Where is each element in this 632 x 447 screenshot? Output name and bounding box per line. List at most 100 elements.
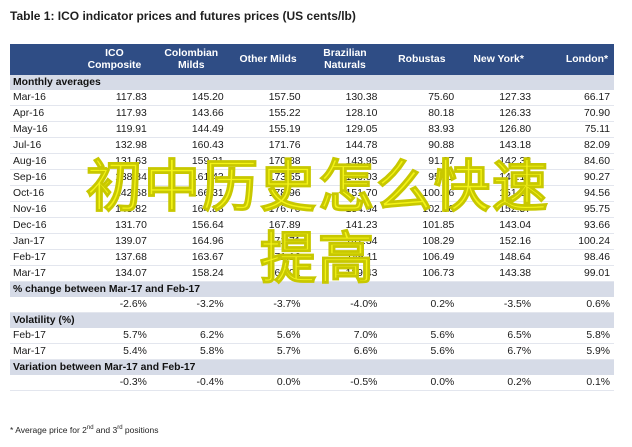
table-cell: 138.34 xyxy=(76,169,153,186)
table-cell: 131.63 xyxy=(76,153,153,170)
column-header: Brazilian Naturals xyxy=(306,44,384,75)
table-cell: -3.5% xyxy=(460,297,538,313)
table-cell: 6.2% xyxy=(152,328,230,344)
table-cell: 145.11 xyxy=(306,249,384,266)
column-header: London* xyxy=(537,44,614,75)
row-label: Mar-17 xyxy=(10,265,76,282)
row-label xyxy=(10,375,76,391)
section-heading: Volatility (%) xyxy=(10,312,614,328)
table-cell: 70.90 xyxy=(537,105,614,122)
row-label: Mar-17 xyxy=(10,343,76,360)
footnote-suffix: positions xyxy=(122,425,159,435)
table-cell: 66.17 xyxy=(537,90,614,106)
table-row: Jan-17 139.07 164.96 171.71 147.34 108.29 152.… xyxy=(10,233,614,250)
table-cell: -4.0% xyxy=(306,297,384,313)
table-cell: 5.9% xyxy=(537,343,614,360)
table-cell: 145.82 xyxy=(76,201,153,218)
table-cell: 146.03 xyxy=(306,169,384,186)
table-cell: 166.31 xyxy=(152,185,230,202)
table-cell: 5.8% xyxy=(537,328,614,344)
table-cell: 167.89 xyxy=(229,217,307,234)
table-cell: 91.37 xyxy=(383,153,461,170)
table-cell: 5.6% xyxy=(229,328,307,344)
table-cell: 0.0% xyxy=(383,375,461,391)
table-cell: 117.83 xyxy=(76,90,153,106)
table-cell: 151.07 xyxy=(460,185,538,202)
column-header: Colombian Milds xyxy=(152,44,230,75)
header-row: ICO Composite Colombian Milds Other Milds Bra… xyxy=(10,44,614,75)
table-body: Monthly averages Mar-16 117.83 145.20 157.50… xyxy=(10,75,614,391)
table-cell: 82.09 xyxy=(537,137,614,154)
row-label: Sep-16 xyxy=(10,169,76,186)
table-cell: 129.05 xyxy=(306,121,384,138)
table-cell: 108.29 xyxy=(383,233,461,250)
table-cell: 119.91 xyxy=(76,121,153,138)
table-cell: 147.34 xyxy=(306,233,384,250)
table-cell: 159.21 xyxy=(152,153,230,170)
table-cell: 178.96 xyxy=(229,185,307,202)
table-cell: 84.60 xyxy=(537,153,614,170)
table-cell: 132.98 xyxy=(76,137,153,154)
table-cell: 106.73 xyxy=(383,265,461,282)
table-cell: 156.64 xyxy=(152,217,230,234)
table-row: Mar-16 117.83 145.20 157.50 130.38 75.60 127.3… xyxy=(10,90,614,106)
table-cell: 5.6% xyxy=(383,343,461,360)
price-table: ICO Composite Colombian Milds Other Milds Bra… xyxy=(10,44,614,391)
table-cell: 164.83 xyxy=(152,201,230,218)
table-row: Oct-16 142.68 166.31 178.96 151.70 100.66 151.… xyxy=(10,185,614,202)
table-row: Dec-16 131.70 156.64 167.89 141.23 101.85 143.… xyxy=(10,217,614,234)
row-label: May-16 xyxy=(10,121,76,138)
row-label: Feb-17 xyxy=(10,249,76,266)
column-header: Other Milds xyxy=(229,44,307,75)
table-cell: 5.8% xyxy=(152,343,230,360)
footnote-sup-1: nd xyxy=(86,425,94,432)
row-label xyxy=(10,297,76,313)
table-cell: -2.6% xyxy=(76,297,153,313)
table-cell: 75.60 xyxy=(383,90,461,106)
table-cell: 93.66 xyxy=(537,217,614,234)
table-cell: 139.07 xyxy=(76,233,153,250)
table-cell: 158.24 xyxy=(152,265,230,282)
table-cell: 160.43 xyxy=(152,137,230,154)
section-heading-row: Monthly averages xyxy=(10,75,614,90)
section-heading: % change between Mar-17 and Feb-17 xyxy=(10,281,614,297)
table-cell: 137.68 xyxy=(76,249,153,266)
section-heading-row: Variation between Mar-17 and Feb-17 xyxy=(10,359,614,375)
table-cell: 131.70 xyxy=(76,217,153,234)
table-cell: 7.0% xyxy=(306,328,384,344)
table-cell: 106.49 xyxy=(383,249,461,266)
table-cell: 157.50 xyxy=(229,90,307,106)
table-cell: 145.12 xyxy=(460,169,538,186)
table-cell: 143.38 xyxy=(460,265,538,282)
table-row: Jul-16 132.98 160.43 171.76 144.78 90.88 143.1… xyxy=(10,137,614,154)
footnote-prefix: * Average price for 2 xyxy=(10,425,87,435)
table-cell: 6.5% xyxy=(460,328,538,344)
table-cell: 5.7% xyxy=(229,343,307,360)
table-cell: 134.07 xyxy=(76,265,153,282)
table-cell: 164.96 xyxy=(152,233,230,250)
row-label: Apr-16 xyxy=(10,105,76,122)
table-cell: 99.01 xyxy=(537,265,614,282)
row-label: Jul-16 xyxy=(10,137,76,154)
table-row: -0.3% -0.4% 0.0% -0.5% 0.0% 0.2% 0.1% xyxy=(10,375,614,391)
table-cell: 5.7% xyxy=(76,328,153,344)
table-cell: 6.6% xyxy=(306,343,384,360)
row-label: Mar-16 xyxy=(10,90,76,106)
table-cell: 143.95 xyxy=(306,153,384,170)
table-cell: 0.1% xyxy=(537,375,614,391)
table-cell: 0.6% xyxy=(537,297,614,313)
table-row: Mar-17 5.4% 5.8% 5.7% 6.6% 5.6% 6.7% 5.9% xyxy=(10,343,614,360)
table-cell: 83.93 xyxy=(383,121,461,138)
table-title: Table 1: ICO indicator prices and future… xyxy=(10,9,356,23)
table-cell: 127.33 xyxy=(460,90,538,106)
table-cell: 143.18 xyxy=(460,137,538,154)
table-cell: 143.66 xyxy=(152,105,230,122)
table-cell: 100.66 xyxy=(383,185,461,202)
table-cell: 95.31 xyxy=(383,169,461,186)
table-cell: 170.88 xyxy=(229,153,307,170)
table-cell: 163.67 xyxy=(152,249,230,266)
table-cell: 6.7% xyxy=(460,343,538,360)
row-label: Jan-17 xyxy=(10,233,76,250)
table-row: Apr-16 117.93 143.66 155.22 128.10 80.18 126.3… xyxy=(10,105,614,122)
row-label: Feb-17 xyxy=(10,328,76,344)
